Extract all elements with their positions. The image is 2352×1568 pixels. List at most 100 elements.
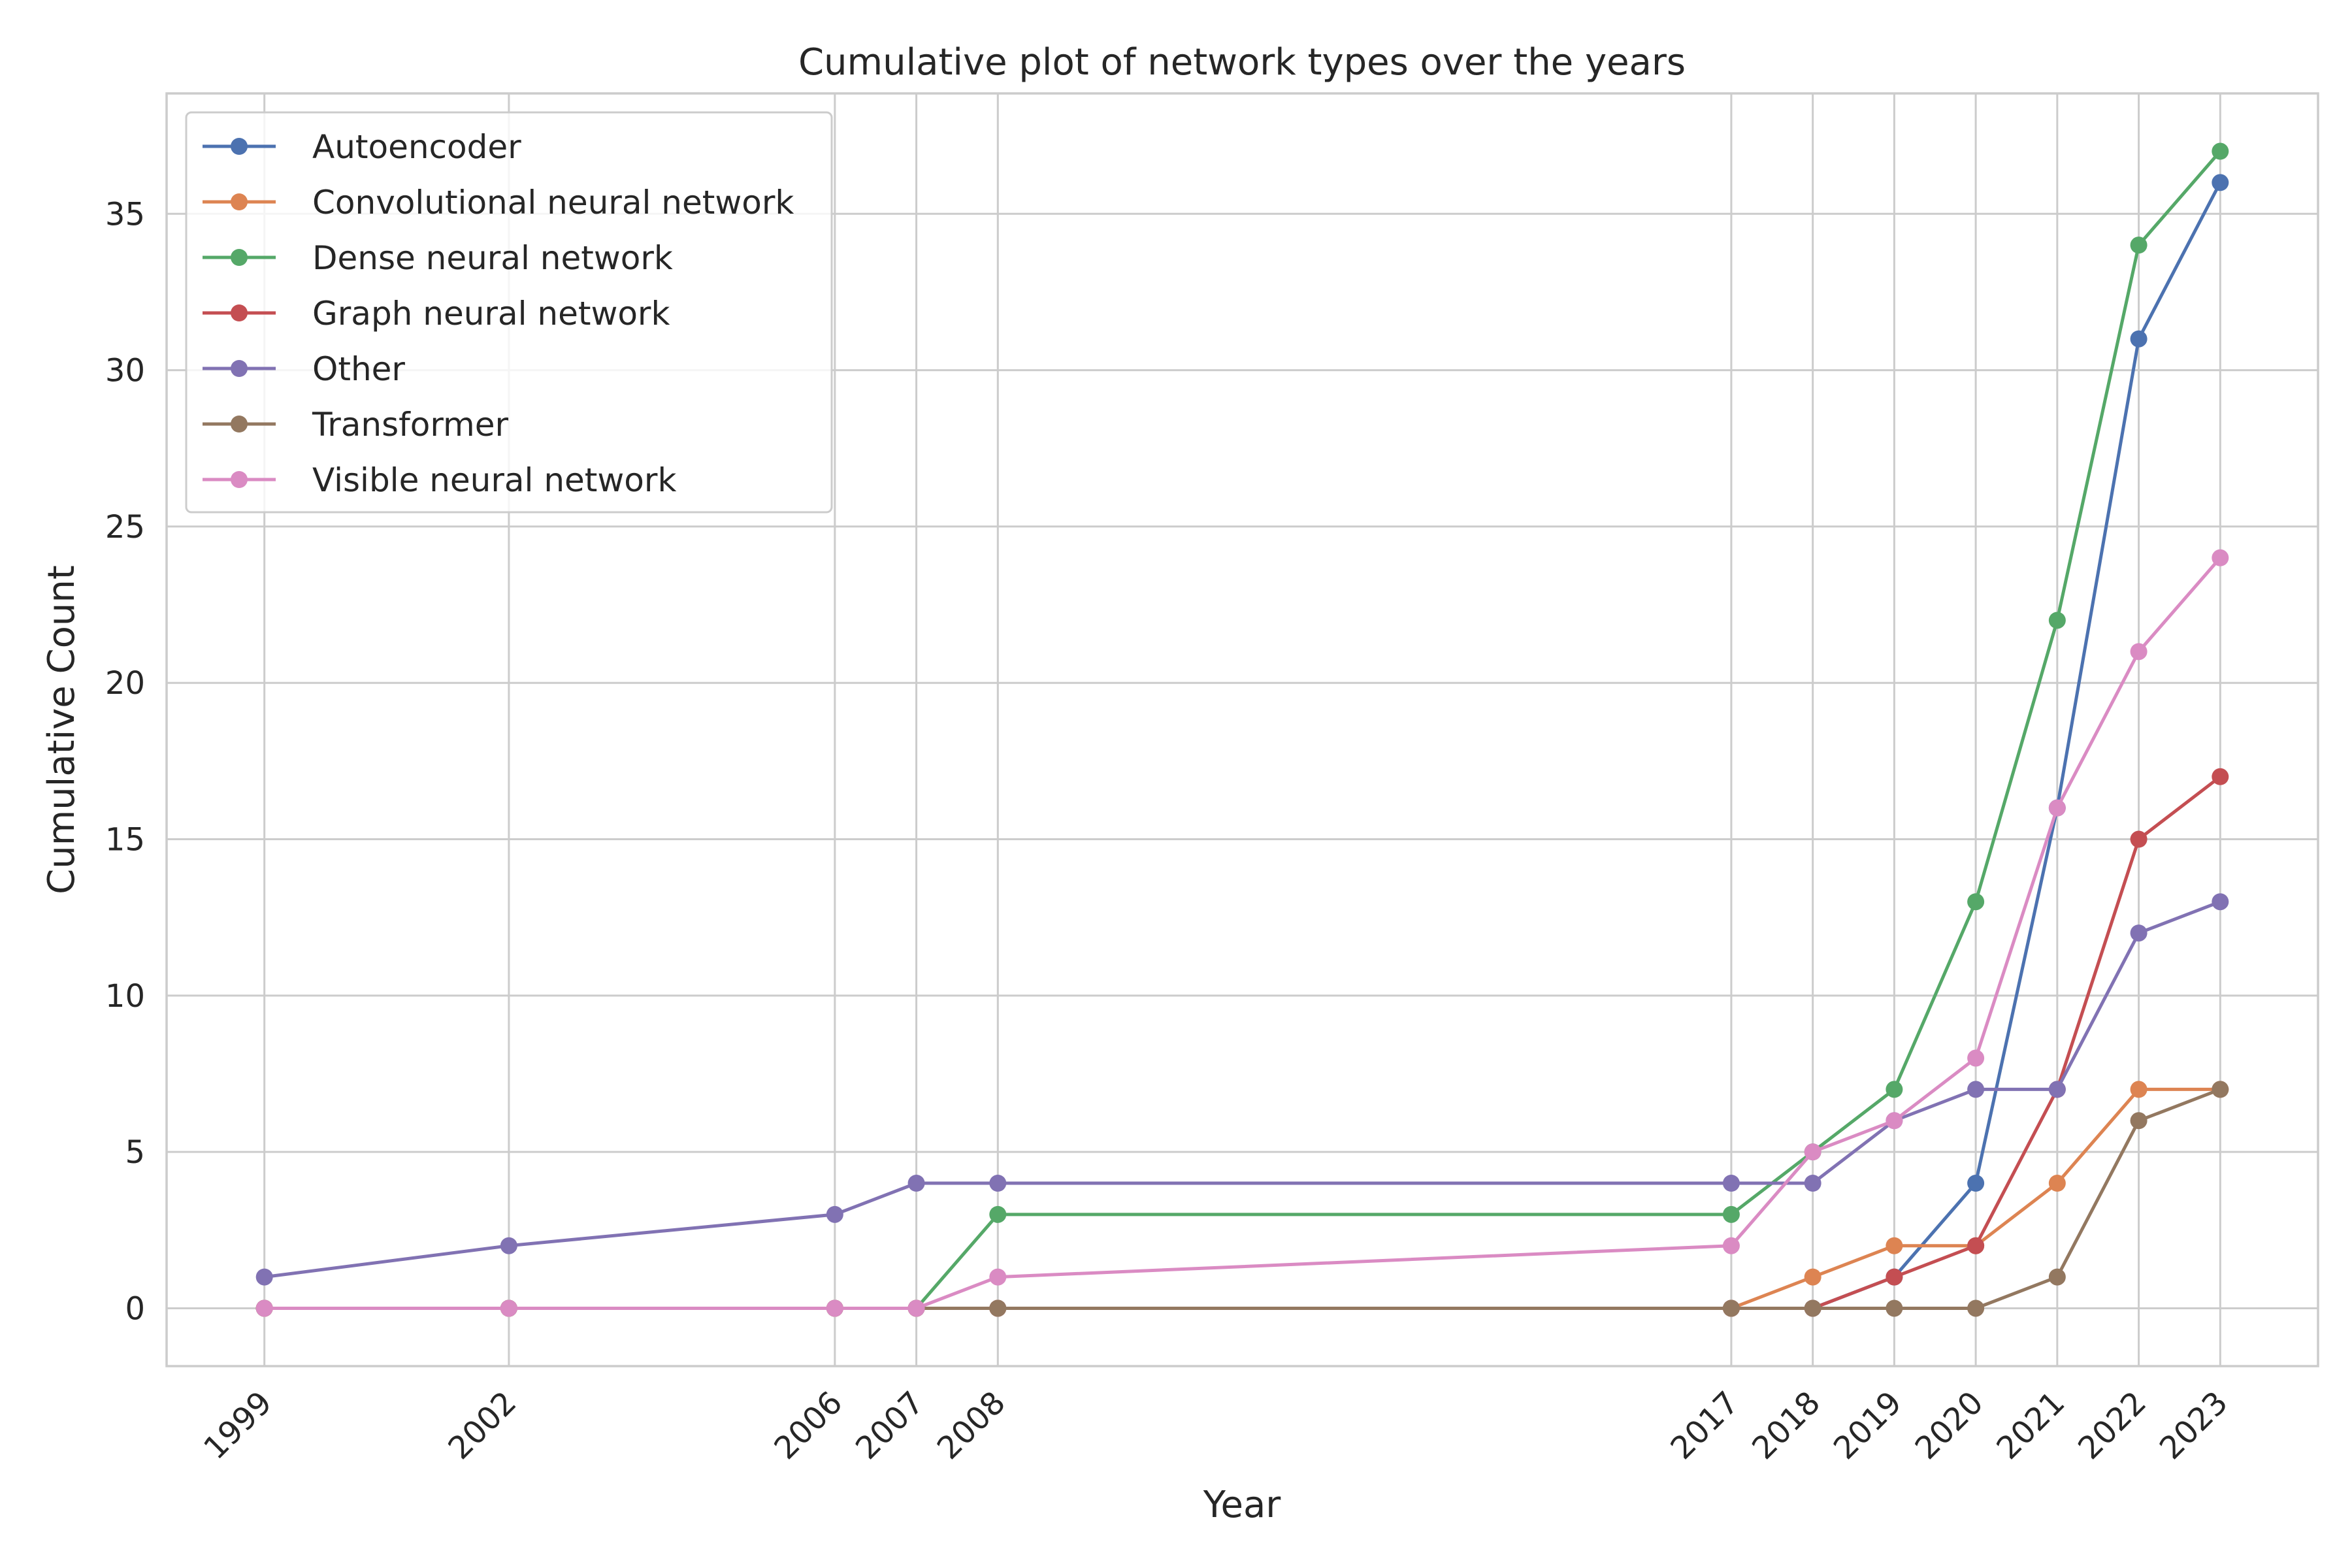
data-point [1967,1175,1985,1192]
data-point [989,1299,1007,1317]
data-point [1967,1049,1985,1067]
data-point [2212,893,2229,911]
series-convolutional-neural-network [255,1081,2229,1317]
legend-swatch-marker [231,360,248,377]
legend-item: Graph neural network [203,295,670,333]
series-transformer [255,1081,2229,1317]
plot-frame [165,92,2319,1367]
x-tick-label: 2002 [441,1384,523,1467]
series-visible-neural-network [255,549,2229,1317]
data-point [2048,612,2066,629]
data-point [2048,1175,2066,1192]
data-point [2212,549,2229,566]
legend-box [185,111,833,514]
data-point [2048,1081,2066,1098]
data-point [1722,1237,1740,1254]
data-point [2130,924,2148,942]
data-point [1886,1081,1903,1098]
legend-label: Visible neural network [312,461,676,499]
y-tick-label: 30 [105,353,145,389]
data-point [1722,1299,1740,1317]
series-line [264,1088,2221,1310]
legend-swatch-marker [231,416,248,433]
legend-item: Dense neural network [203,239,673,277]
y-tick-label: 10 [105,978,145,1015]
chart-title: Cumulative plot of network types over th… [798,41,1686,84]
data-point [826,1205,843,1223]
data-point [1886,1299,1903,1317]
y-tick-label: 0 [125,1290,145,1327]
data-point [1886,1112,1903,1130]
series-line [264,775,2221,1310]
legend-item: Other [203,350,405,388]
x-tick-label: 2006 [767,1384,849,1467]
legend-item: Convolutional neural network [203,184,794,221]
y-tick-label: 25 [105,509,145,546]
y-tick-labels: 0 5 10 15 20 25 30 35 [105,196,145,1327]
x-tick-label: 2019 [1827,1384,1909,1467]
data-point [2212,768,2229,785]
data-point [1967,1081,1985,1098]
data-point [1967,1237,1985,1254]
legend-item: Transformer [203,406,508,444]
x-tick-label: 1999 [197,1384,279,1467]
data-point [1722,1175,1740,1192]
data-point [2130,330,2148,348]
y-tick-label: 20 [105,665,145,702]
x-tick-label: 2021 [1989,1384,2072,1467]
data-point [989,1175,1007,1192]
x-tick-label: 2008 [930,1384,1013,1467]
data-point [1804,1299,1821,1317]
x-tick-label: 2017 [1663,1384,1746,1467]
data-point [2212,142,2229,160]
legend-label: Other [312,350,405,388]
data-point [1967,893,1985,911]
data-point [2048,799,2066,817]
legend-swatch-marker [231,138,248,155]
data-point [1722,1205,1740,1223]
x-axis-label: Year [1203,1484,1282,1526]
data-point [1967,1299,1985,1317]
data-point [907,1175,925,1192]
data-point [2130,1081,2148,1098]
series-layer [255,142,2229,1317]
data-point [1886,1268,1903,1286]
x-tick-label: 2018 [1745,1384,1827,1467]
legend-label: Autoencoder [312,128,521,166]
series-line [264,1087,2221,1310]
data-point [1804,1143,1821,1161]
data-point [2130,830,2148,848]
data-point [989,1205,1007,1223]
data-point [2130,237,2148,254]
data-point [1886,1237,1903,1254]
y-axis-label: Cumulative Count [41,565,83,894]
data-point [255,1268,273,1286]
legend: Autoencoder Convolutional neural network D… [185,111,833,514]
y-tick-label: 15 [105,822,145,858]
data-point [2130,643,2148,661]
data-point [2212,1081,2229,1098]
data-point [1804,1268,1821,1286]
legend-swatch-marker [231,249,248,266]
legend-swatch-marker [231,193,248,210]
legend-swatch-marker [231,471,248,488]
data-point [500,1299,517,1317]
x-tick-label: 2007 [849,1384,931,1467]
y-tick-label: 35 [105,196,145,233]
legend-item: Autoencoder [203,128,521,166]
series-line [264,900,2221,1279]
legend-swatch-marker [231,304,248,321]
legend-label: Convolutional neural network [312,184,794,221]
y-tick-label: 5 [125,1134,145,1171]
x-tick-label: 2023 [2153,1384,2235,1467]
series-line [264,557,2222,1310]
legend-label: Graph neural network [312,295,670,333]
data-point [2130,1112,2148,1130]
data-point [2048,1268,2066,1286]
legend-label: Dense neural network [312,239,673,277]
legend-label: Transformer [312,406,508,444]
x-tick-label: 2020 [1908,1384,1991,1467]
data-point [2212,174,2229,191]
